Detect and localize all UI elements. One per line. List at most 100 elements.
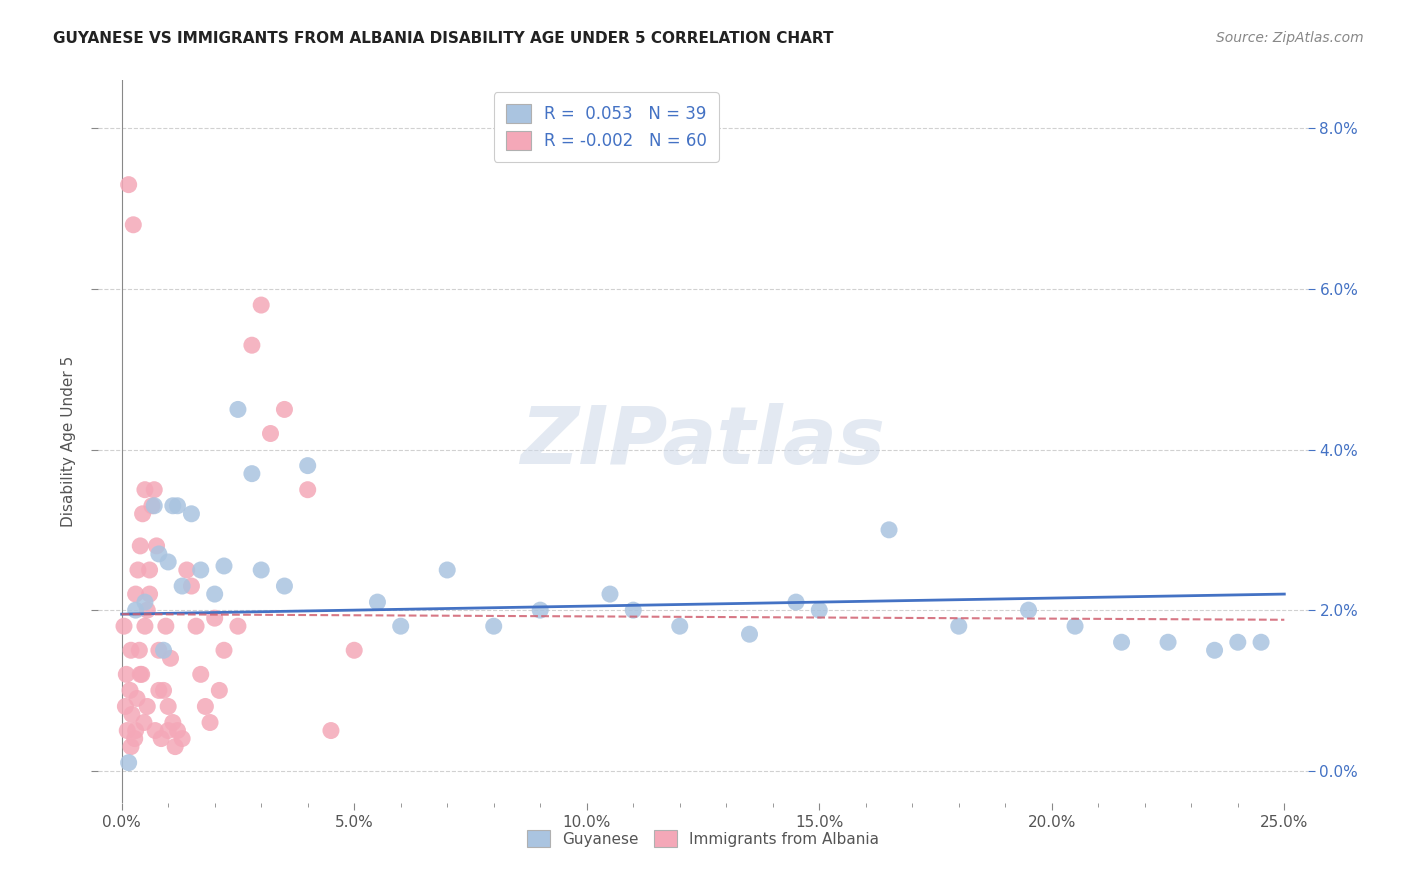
Point xyxy=(122,218,145,232)
Point xyxy=(145,539,167,553)
Point xyxy=(343,643,366,657)
Point xyxy=(599,587,621,601)
Point xyxy=(120,739,142,754)
Point xyxy=(152,643,174,657)
Point xyxy=(148,683,170,698)
Point xyxy=(121,707,143,722)
Point xyxy=(273,402,295,417)
Point xyxy=(114,699,136,714)
Point xyxy=(1111,635,1133,649)
Point xyxy=(738,627,761,641)
Point xyxy=(240,338,263,352)
Point xyxy=(436,563,458,577)
Point xyxy=(128,643,150,657)
Point xyxy=(150,731,173,746)
Point xyxy=(1064,619,1087,633)
Point xyxy=(162,499,184,513)
Point xyxy=(948,619,970,633)
Point xyxy=(877,523,900,537)
Point xyxy=(112,619,135,633)
Point xyxy=(808,603,831,617)
Point xyxy=(118,178,141,192)
Point xyxy=(118,756,141,770)
Point xyxy=(124,587,146,601)
Point xyxy=(141,499,163,513)
Point xyxy=(212,558,235,574)
Point xyxy=(297,458,319,473)
Point xyxy=(621,603,644,617)
Point xyxy=(1157,635,1180,649)
Point xyxy=(138,587,160,601)
Point xyxy=(152,683,174,698)
Point xyxy=(166,499,188,513)
Point xyxy=(482,619,505,633)
Point xyxy=(124,731,146,746)
Point xyxy=(134,595,156,609)
Point xyxy=(134,483,156,497)
Point xyxy=(143,723,166,738)
Text: GUYANESE VS IMMIGRANTS FROM ALBANIA DISABILITY AGE UNDER 5 CORRELATION CHART: GUYANESE VS IMMIGRANTS FROM ALBANIA DISA… xyxy=(53,31,834,46)
Point xyxy=(190,563,212,577)
Point xyxy=(120,643,142,657)
Point xyxy=(273,579,295,593)
Point xyxy=(1204,643,1226,657)
Point xyxy=(172,579,194,593)
Point xyxy=(180,579,202,593)
Point xyxy=(138,563,160,577)
Point xyxy=(226,619,249,633)
Point xyxy=(1250,635,1272,649)
Point xyxy=(117,723,139,738)
Point xyxy=(226,402,249,417)
Point xyxy=(124,603,146,617)
Point xyxy=(148,547,170,561)
Point xyxy=(115,667,138,681)
Point xyxy=(165,739,187,754)
Point xyxy=(118,683,141,698)
Text: Source: ZipAtlas.com: Source: ZipAtlas.com xyxy=(1216,31,1364,45)
Point xyxy=(1018,603,1040,617)
Point xyxy=(668,619,690,633)
Point xyxy=(129,539,152,553)
Y-axis label: Disability Age Under 5: Disability Age Under 5 xyxy=(60,356,76,527)
Point xyxy=(155,619,177,633)
Point xyxy=(212,643,235,657)
Point xyxy=(297,483,319,497)
Point xyxy=(136,699,159,714)
Point xyxy=(194,699,217,714)
Point xyxy=(1226,635,1249,649)
Point xyxy=(157,555,180,569)
Point xyxy=(366,595,388,609)
Point xyxy=(136,603,159,617)
Point xyxy=(190,667,212,681)
Point xyxy=(208,683,231,698)
Point xyxy=(124,723,146,738)
Point xyxy=(125,691,148,706)
Point xyxy=(162,715,184,730)
Point xyxy=(131,667,153,681)
Point xyxy=(529,603,551,617)
Point xyxy=(785,595,807,609)
Point xyxy=(127,563,149,577)
Point xyxy=(131,507,153,521)
Point xyxy=(176,563,198,577)
Point xyxy=(250,563,273,577)
Point xyxy=(319,723,342,738)
Point xyxy=(148,643,170,657)
Point xyxy=(132,715,155,730)
Point xyxy=(143,499,166,513)
Point xyxy=(259,426,281,441)
Point xyxy=(204,611,226,625)
Point xyxy=(204,587,226,601)
Point xyxy=(143,483,166,497)
Point xyxy=(166,723,188,738)
Point xyxy=(172,731,194,746)
Point xyxy=(134,619,156,633)
Point xyxy=(129,667,152,681)
Point xyxy=(389,619,412,633)
Point xyxy=(157,699,180,714)
Point xyxy=(250,298,273,312)
Text: ZIPatlas: ZIPatlas xyxy=(520,402,886,481)
Point xyxy=(198,715,221,730)
Legend: Guyanese, Immigrants from Albania: Guyanese, Immigrants from Albania xyxy=(517,821,889,856)
Point xyxy=(157,723,180,738)
